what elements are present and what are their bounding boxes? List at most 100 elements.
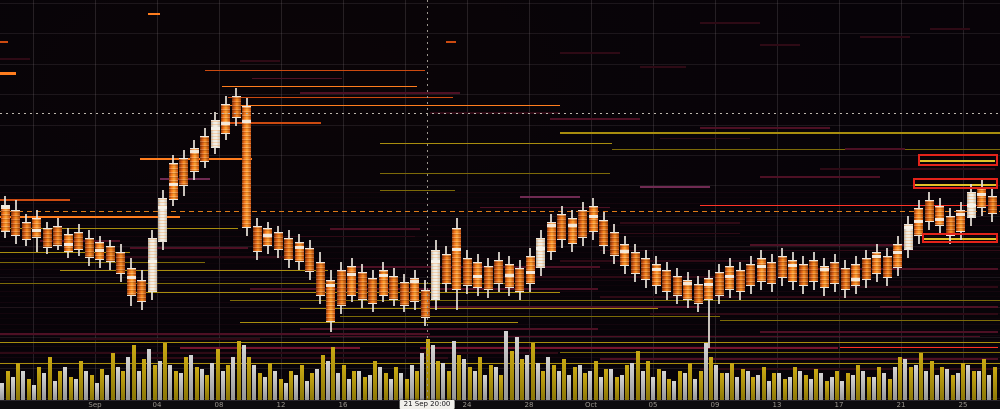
horizontal-gridline xyxy=(0,94,1000,95)
volume-bar xyxy=(567,375,571,401)
volume-bar xyxy=(740,369,745,401)
liquidity-level-line xyxy=(160,178,210,180)
volume-bar xyxy=(976,371,981,401)
volume-bar xyxy=(934,375,939,401)
supply-zone-box xyxy=(918,154,998,166)
volume-bar xyxy=(5,371,10,401)
volume-bar xyxy=(877,367,881,401)
volume-bar xyxy=(68,377,73,401)
liquidity-level-line xyxy=(560,132,1000,134)
volume-bar xyxy=(892,367,897,401)
volume-bar xyxy=(373,361,377,401)
volume-bar xyxy=(913,365,918,401)
volume-bar xyxy=(121,371,125,401)
liquidity-level-line xyxy=(446,41,456,43)
liquidity-level-line xyxy=(760,44,800,46)
volume-bar xyxy=(551,365,556,401)
candle-body xyxy=(221,104,230,134)
liquidity-level-line xyxy=(226,122,321,124)
volume-bar xyxy=(835,371,839,401)
liquidity-level-line xyxy=(228,97,453,98)
volume-bar xyxy=(814,369,818,401)
time-axis[interactable]: Sep04081216202428Oct050913172125 xyxy=(0,400,1000,409)
volume-bar xyxy=(367,375,372,401)
volume-bar xyxy=(58,371,62,401)
liquidity-level-line xyxy=(913,184,996,186)
volume-bar xyxy=(446,371,451,401)
volume-bar xyxy=(199,369,204,401)
volume-bar xyxy=(42,373,46,401)
candle-open-close-band xyxy=(210,126,220,130)
volume-bar xyxy=(157,361,162,401)
liquidity-heatmap-texture xyxy=(0,192,1000,364)
liquidity-level-line xyxy=(380,143,612,144)
volume-bar xyxy=(100,369,104,401)
crosshair-horizontal-line xyxy=(0,113,1000,114)
liquidity-level-line xyxy=(140,158,252,160)
volume-bar xyxy=(31,385,36,401)
horizontal-gridline xyxy=(0,398,1000,399)
candle-body xyxy=(200,136,209,162)
volume-bar xyxy=(682,373,687,401)
time-axis-label: 16 xyxy=(338,401,348,409)
volume-bar xyxy=(535,363,540,401)
volume-bar xyxy=(289,371,293,401)
volume-bar xyxy=(661,371,666,401)
volume-bar xyxy=(262,377,267,401)
volume-bar xyxy=(462,359,466,401)
volume-bar xyxy=(966,365,970,401)
volume-bar xyxy=(210,363,214,401)
candle-body xyxy=(189,148,199,172)
candle-open-close-band xyxy=(242,120,251,124)
candle-wick xyxy=(214,112,216,154)
volume-bar xyxy=(10,377,15,401)
liquidity-level-line xyxy=(252,78,342,79)
candle-open-close-band xyxy=(221,122,230,126)
volume-bar xyxy=(436,361,440,401)
volume-bar xyxy=(73,379,78,401)
liquidity-level-line xyxy=(820,168,995,170)
volume-bar xyxy=(625,365,629,401)
liquidity-level-line xyxy=(222,86,417,87)
volume-bar xyxy=(745,371,750,401)
volume-bar xyxy=(903,359,907,401)
volume-bar xyxy=(829,377,834,401)
volume-bar xyxy=(257,373,262,401)
volume-bar xyxy=(105,375,109,401)
candle-wick xyxy=(182,150,185,196)
volume-bar xyxy=(751,377,755,401)
volume-bar xyxy=(220,371,225,401)
volume-bar xyxy=(982,359,986,401)
volume-bar xyxy=(766,381,771,401)
volume-bar xyxy=(562,359,566,401)
volume-bar xyxy=(735,377,739,401)
volume-bar xyxy=(840,381,844,401)
volume-bar xyxy=(630,363,634,401)
volume-bar xyxy=(136,371,141,401)
volume-bar xyxy=(782,379,787,401)
candle-wick xyxy=(203,128,206,168)
horizontal-gridline xyxy=(0,33,1000,34)
volume-bar xyxy=(467,367,472,401)
volume-bar xyxy=(808,379,813,401)
liquidity-level-line xyxy=(660,138,750,139)
volume-bar xyxy=(178,373,183,401)
volume-bar xyxy=(861,371,865,401)
candle-body xyxy=(210,120,220,148)
volume-bar xyxy=(640,371,645,401)
time-axis-label: 28 xyxy=(524,401,534,409)
volume-bar xyxy=(961,363,965,401)
volume-bar xyxy=(37,367,41,401)
candle-body xyxy=(231,96,241,118)
volume-bar xyxy=(646,361,650,401)
volume-bar xyxy=(577,365,582,401)
liquidity-level-line xyxy=(700,22,760,24)
horizontal-gridline xyxy=(0,3,1000,4)
volume-bar xyxy=(283,383,288,401)
time-axis-crosshair-tooltip: 21 Sep 20:00 xyxy=(399,400,455,409)
volume-bar xyxy=(152,365,157,401)
time-axis-label: 04 xyxy=(152,401,162,409)
volume-bar xyxy=(929,361,934,401)
candle-wick xyxy=(224,96,227,140)
